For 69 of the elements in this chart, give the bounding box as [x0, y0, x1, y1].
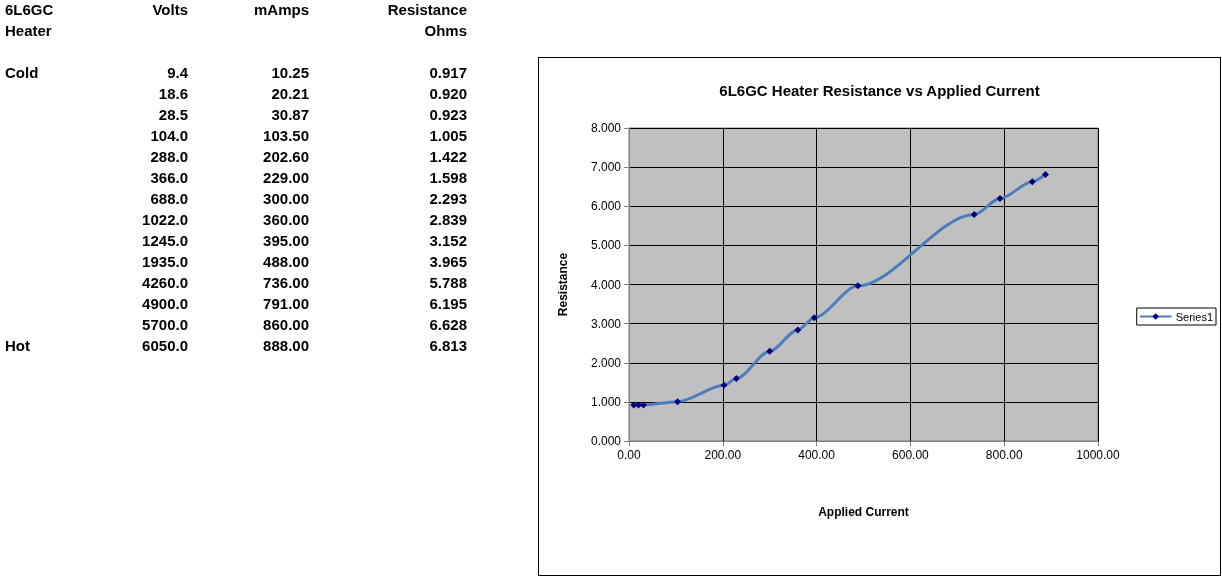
text: 6.195 [429, 295, 467, 312]
x-tick-label: 200.00 [704, 448, 742, 462]
text: Heater [5, 22, 52, 39]
text: 360.00 [263, 211, 309, 228]
text: 6.628 [429, 316, 467, 333]
y-tick-label: 8.000 [590, 121, 622, 135]
text: Ohms [424, 22, 467, 39]
text: 0.923 [429, 106, 467, 123]
text: 860.00 [263, 316, 309, 333]
x-tick-label: 0.00 [617, 448, 641, 462]
x-tick-label: 600.00 [892, 448, 930, 462]
y-tick-label: 0.000 [590, 434, 622, 448]
x-tick-label: 1000.00 [1076, 448, 1121, 462]
text: 1022.0 [142, 211, 188, 228]
text: 688.0 [150, 190, 188, 207]
text: 1.598 [429, 169, 467, 186]
text: 20.21 [271, 85, 309, 102]
text: 18.6 [158, 85, 188, 102]
y-tick-label: 7.000 [590, 160, 622, 175]
text: 202.60 [263, 148, 309, 165]
text: 103.50 [263, 127, 309, 144]
y-tick-label: 1.000 [590, 394, 622, 409]
text: 3.152 [429, 232, 467, 249]
text: 366.0 [150, 169, 188, 186]
y-axis-title: Resistance [556, 252, 570, 317]
text: 0.917 [429, 64, 467, 81]
text: 4260.0 [142, 274, 188, 291]
y-tick-label: 6.000 [590, 199, 622, 214]
x-axis-title: Applied Current [818, 505, 909, 519]
text: 791.00 [263, 295, 309, 312]
chart-title: 6L6GC Heater Resistance vs Applied Current [719, 82, 1040, 99]
y-tick-label: 3.000 [590, 316, 622, 331]
text: 1935.0 [142, 253, 188, 270]
text: 6.813 [429, 337, 467, 354]
text: 3.965 [429, 253, 467, 270]
text: 1.005 [429, 127, 467, 144]
text: 2.293 [429, 190, 467, 207]
text: Resistance [387, 1, 467, 18]
y-tick-label: 4.000 [590, 277, 622, 292]
text: 888.00 [263, 337, 309, 354]
text: 4900.0 [142, 295, 188, 312]
text: 28.5 [158, 106, 188, 123]
text: mAmps [253, 1, 309, 18]
text: Cold [5, 64, 39, 81]
y-tick-label: 5.000 [590, 238, 622, 253]
text: Hot [5, 337, 30, 354]
text: 1245.0 [142, 232, 188, 249]
text: 0.920 [429, 85, 467, 102]
text: 30.87 [271, 106, 309, 123]
text: 10.25 [271, 64, 309, 81]
legend-label: Series1 [1175, 310, 1213, 323]
text: Volts [152, 1, 188, 18]
text: 229.00 [263, 169, 309, 186]
text: 736.00 [263, 274, 309, 291]
text: 2.839 [429, 211, 467, 228]
text: 6050.0 [142, 337, 188, 354]
text: 5700.0 [142, 316, 188, 333]
text: 300.00 [263, 190, 309, 207]
text: 6L6GC [5, 1, 54, 18]
x-tick-label: 800.00 [985, 448, 1023, 462]
text: 9.4 [167, 64, 188, 81]
text: 395.00 [263, 232, 309, 249]
text: 1.422 [429, 148, 467, 165]
text: 5.788 [429, 274, 467, 291]
x-tick-label: 400.00 [798, 448, 836, 462]
text: 288.0 [150, 148, 188, 165]
y-tick-label: 2.000 [590, 355, 622, 370]
text: 488.00 [263, 253, 309, 270]
text: 104.0 [150, 127, 188, 144]
